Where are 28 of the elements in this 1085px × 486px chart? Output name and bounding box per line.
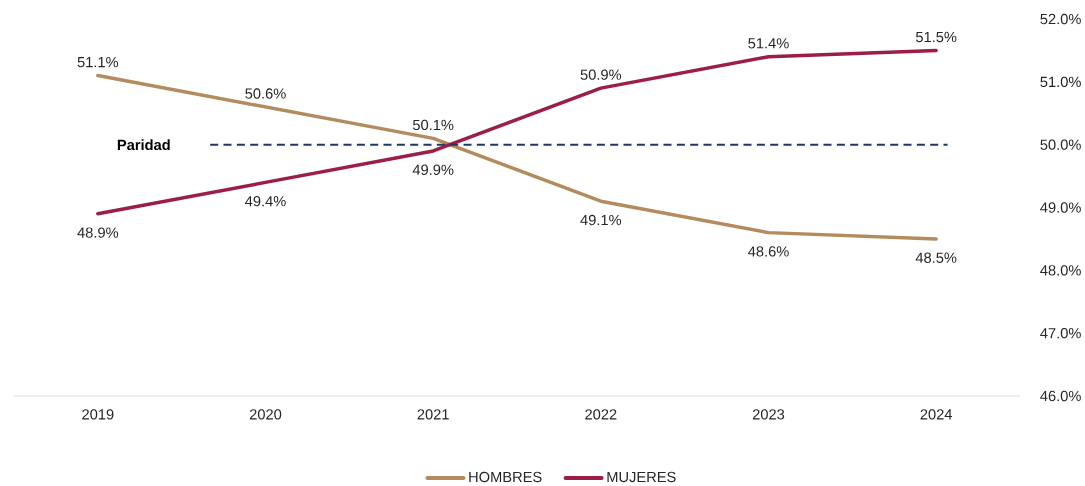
y-tick-label: 46.0% xyxy=(1040,390,1081,402)
data-label: 51.4% xyxy=(748,38,789,49)
data-label: 51.1% xyxy=(77,56,119,68)
x-tick-label: 2023 xyxy=(752,409,785,420)
data-label: 50.1% xyxy=(412,119,454,131)
x-tick-label: 2020 xyxy=(249,409,282,420)
data-label: 48.6% xyxy=(748,246,789,257)
data-label: 50.9% xyxy=(580,69,622,80)
data-label: 49.9% xyxy=(412,164,454,175)
data-label: 51.5% xyxy=(915,31,957,43)
x-tick-label: 2024 xyxy=(920,409,953,420)
y-tick-label: 52.0% xyxy=(1040,13,1081,25)
y-tick-label: 49.0% xyxy=(1040,202,1081,213)
x-tick-label: 2022 xyxy=(585,409,617,420)
data-label: 48.5% xyxy=(915,252,957,263)
y-tick-label: 50.0% xyxy=(1040,139,1081,150)
legend-label: MUJERES xyxy=(607,471,676,483)
data-label: 48.9% xyxy=(77,227,119,238)
data-label: 49.1% xyxy=(580,214,622,226)
x-tick-label: 2019 xyxy=(82,409,114,420)
y-tick-label: 47.0% xyxy=(1040,327,1081,339)
data-label: 50.6% xyxy=(245,88,286,99)
y-tick-label: 51.0% xyxy=(1040,76,1081,88)
x-tick-label: 2021 xyxy=(417,409,449,420)
legend-label: HOMBRES xyxy=(469,471,542,483)
data-label: 49.4% xyxy=(245,195,286,207)
y-tick-label: 48.0% xyxy=(1040,265,1081,276)
ref-line-label: Paridad xyxy=(117,139,170,151)
